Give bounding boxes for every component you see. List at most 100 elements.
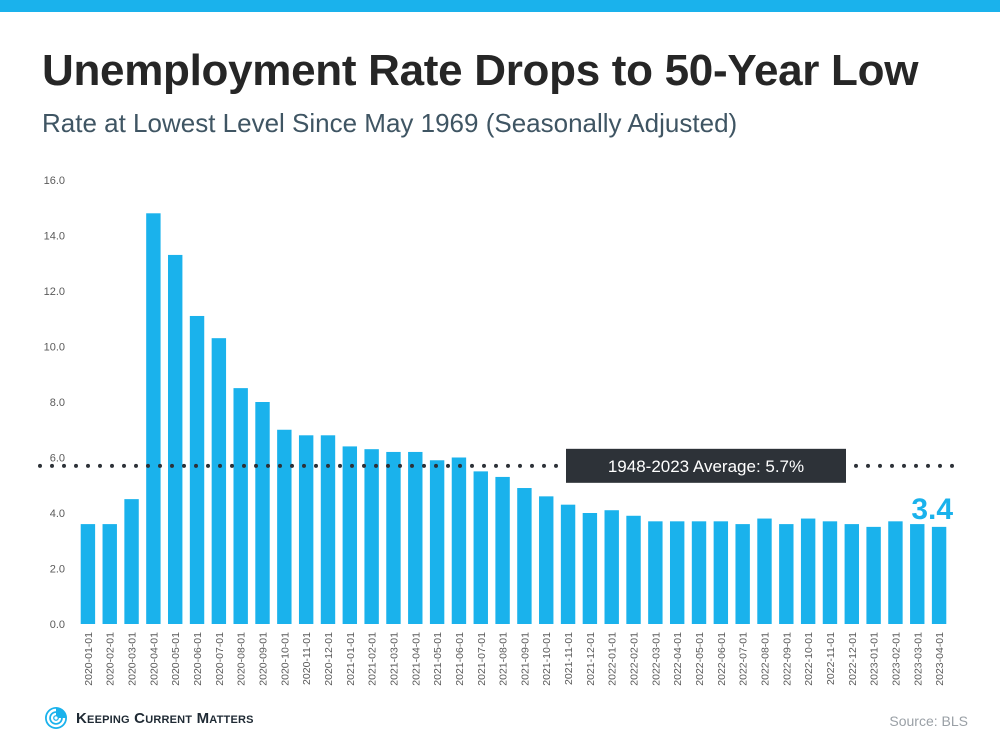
y-tick-label: 6.0 (50, 453, 65, 465)
x-tick-label: 2020-04-01 (148, 632, 160, 686)
y-tick-label: 8.0 (50, 397, 65, 409)
y-tick-label: 12.0 (44, 286, 65, 298)
bar (604, 510, 619, 624)
bar (386, 451, 401, 624)
bar (626, 515, 641, 624)
x-tick-label: 2021-01-01 (345, 632, 357, 686)
bar (124, 499, 139, 624)
x-tick-label: 2021-08-01 (498, 632, 510, 686)
bar (669, 521, 685, 624)
bar (255, 402, 270, 624)
bar (146, 213, 161, 625)
x-tick-label: 2021-09-01 (519, 632, 531, 686)
x-tick-label: 2020-12-01 (323, 632, 335, 686)
x-tick-label: 2020-06-01 (192, 632, 204, 686)
bar (429, 460, 445, 624)
x-tick-label: 2020-07-01 (214, 632, 226, 686)
logo: Keeping Current Matters (44, 706, 254, 730)
x-tick-label: 2022-06-01 (716, 632, 728, 686)
bar (408, 451, 423, 624)
x-tick-label: 2021-12-01 (585, 632, 597, 686)
x-tick-label: 2020-08-01 (236, 632, 248, 686)
bar-chart: 0.0 2.0 4.0 6.0 8.0 10.0 12.0 14.0 16.0 2020-01-0… (38, 175, 962, 686)
bar (342, 446, 358, 624)
bar (800, 518, 816, 624)
bar (168, 254, 183, 625)
bar (822, 521, 838, 624)
bar (757, 518, 772, 624)
x-tick-label: 2023-02-01 (890, 632, 902, 686)
x-tick-label: 2020-03-01 (127, 632, 139, 686)
bar (298, 435, 314, 624)
x-tick-label: 2021-10-01 (541, 632, 553, 686)
x-tick-label: 2022-05-01 (694, 632, 706, 686)
last-value-label: 3.4 (911, 493, 953, 526)
x-tick-label: 2023-04-01 (934, 632, 946, 686)
y-tick-label: 2.0 (50, 564, 65, 576)
bar (495, 476, 510, 624)
x-tick-label: 2020-02-01 (105, 632, 117, 686)
x-tick-label: 2022-11-01 (825, 632, 837, 685)
bar (80, 524, 96, 624)
chart-title: Unemployment Rate Drops to 50-Year Low (42, 46, 919, 95)
bar (320, 435, 336, 624)
x-tick-label: 2022-03-01 (650, 632, 662, 686)
x-tick-label: 2023-03-01 (912, 632, 924, 686)
x-tick-label: 2020-01-01 (83, 632, 95, 686)
x-tick-label: 2022-09-01 (781, 632, 793, 686)
bar (451, 457, 467, 624)
y-tick-label: 16.0 (44, 175, 65, 187)
average-label: 1948-2023 Average: 5.7% (608, 457, 804, 476)
x-tick-label: 2021-05-01 (432, 632, 444, 686)
bar (364, 449, 379, 624)
bar (779, 524, 794, 624)
x-tick-label: 2023-01-01 (869, 632, 881, 686)
bar (277, 429, 292, 624)
x-tick-label: 2021-04-01 (410, 632, 422, 686)
x-tick-label: 2022-04-01 (672, 632, 684, 686)
x-tick-label: 2020-05-01 (170, 632, 182, 686)
x-tick-label: 2021-02-01 (367, 632, 379, 686)
x-tick-label: 2022-02-01 (629, 632, 641, 686)
top-accent-bar (0, 0, 1000, 12)
x-tick-label: 2022-10-01 (803, 632, 815, 686)
kcm-swirl-icon (45, 707, 67, 729)
bar (931, 526, 947, 624)
x-tick-label: 2021-11-01 (563, 632, 575, 685)
x-tick-label: 2021-07-01 (476, 632, 488, 686)
source-note: Source: BLS (889, 713, 968, 729)
bar (844, 524, 859, 624)
bar (517, 488, 532, 624)
x-tick-label: 2022-08-01 (759, 632, 771, 686)
x-tick-label: 2020-10-01 (279, 632, 291, 686)
y-tick-label: 4.0 (50, 508, 65, 520)
logo-text: Keeping Current Matters (76, 709, 254, 727)
average-label-box (566, 448, 846, 483)
y-tick-label: 14.0 (44, 231, 65, 243)
x-tick-label: 2022-07-01 (738, 632, 750, 686)
x-tick-label: 2022-01-01 (607, 632, 619, 686)
bar (713, 521, 729, 624)
x-tick-label: 2021-03-01 (388, 632, 400, 686)
y-tick-label: 0.0 (50, 619, 65, 631)
x-tick-label: 2020-09-01 (258, 632, 270, 686)
chart-subtitle: Rate at Lowest Level Since May 1969 (Sea… (42, 108, 738, 138)
y-tick-label: 10.0 (44, 342, 65, 354)
x-tick-label: 2021-06-01 (454, 632, 466, 686)
bar (648, 521, 663, 624)
bar (211, 338, 227, 624)
bar (888, 521, 903, 624)
bar (582, 513, 598, 624)
bar (866, 526, 881, 624)
bar (102, 524, 117, 624)
x-tick-label: 2022-12-01 (847, 632, 859, 686)
bar (189, 315, 205, 624)
x-tick-label: 2020-11-01 (301, 632, 313, 685)
bar (473, 471, 488, 624)
bar (910, 524, 925, 624)
bar (735, 524, 750, 624)
bar (233, 388, 248, 624)
bar (691, 521, 707, 624)
bar (539, 496, 554, 624)
bar (560, 504, 576, 624)
